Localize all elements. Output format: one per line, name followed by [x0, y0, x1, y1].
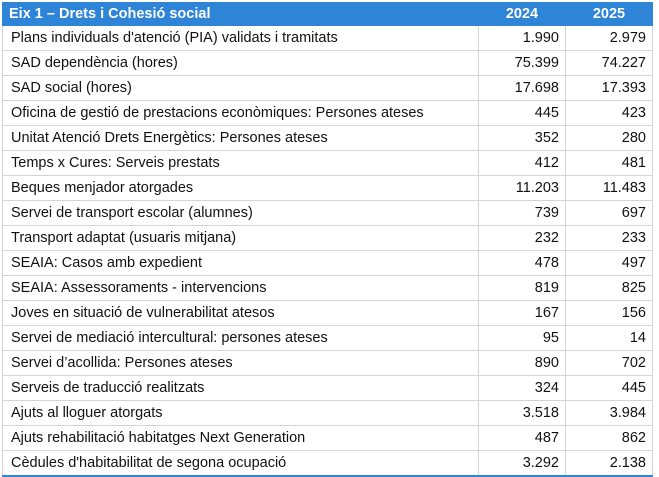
row-label: Beques menjador atorgades	[2, 175, 479, 201]
value-2025: 3.984	[565, 400, 653, 426]
row-label: Temps x Cures: Serveis prestats	[2, 150, 479, 176]
table-row: SEAIA: Assessoraments - intervencions 819…	[2, 275, 653, 301]
table-row: Cèdules d'habitabilitat de segona ocupac…	[2, 450, 653, 477]
table-row: Temps x Cures: Serveis prestats 412 481	[2, 150, 653, 176]
value-2024: 324	[478, 375, 566, 401]
row-label: SAD social (hores)	[2, 75, 479, 101]
value-2024: 487	[478, 425, 566, 451]
table-row: Servei de mediació intercultural: person…	[2, 325, 653, 351]
value-2025: 233	[565, 225, 653, 251]
row-label: Servei de mediació intercultural: person…	[2, 325, 479, 351]
value-2025: 702	[565, 350, 653, 376]
value-2024: 739	[478, 200, 566, 226]
table-row: SEAIA: Casos amb expedient 478 497	[2, 250, 653, 276]
value-2024: 11.203	[478, 175, 566, 201]
table-header-row: Eix 1 – Drets i Cohesió social 2024 2025	[2, 2, 653, 26]
value-2024: 232	[478, 225, 566, 251]
row-label: Unitat Atenció Drets Energètics: Persone…	[2, 125, 479, 151]
value-2025: 280	[565, 125, 653, 151]
value-2025: 11.483	[565, 175, 653, 201]
value-2024: 478	[478, 250, 566, 276]
value-2025: 17.393	[565, 75, 653, 101]
table-row: Plans individuals d'atenció (PIA) valida…	[2, 25, 653, 51]
value-2024: 819	[478, 275, 566, 301]
value-2024: 1.990	[478, 25, 566, 51]
row-label: Servei d’acollida: Persones ateses	[2, 350, 479, 376]
row-label: SAD dependència (hores)	[2, 50, 479, 76]
table-row: Ajuts rehabilitació habitatges Next Gene…	[2, 425, 653, 451]
table-row: Servei de transport escolar (alumnes) 739…	[2, 200, 653, 226]
value-2024: 75.399	[478, 50, 566, 76]
table-row: SAD dependència (hores) 75.399 74.227	[2, 50, 653, 76]
table-row: Ajuts al lloguer atorgats 3.518 3.984	[2, 400, 653, 426]
value-2025: 697	[565, 200, 653, 226]
row-label: SEAIA: Casos amb expedient	[2, 250, 479, 276]
row-label: Oficina de gestió de prestacions econòmi…	[2, 100, 479, 126]
value-2024: 95	[478, 325, 566, 351]
value-2025: 14	[565, 325, 653, 351]
table-row: Servei d’acollida: Persones ateses 890 702	[2, 350, 653, 376]
table-row: SAD social (hores) 17.698 17.393	[2, 75, 653, 101]
value-2024: 412	[478, 150, 566, 176]
value-2024: 890	[478, 350, 566, 376]
value-2024: 3.292	[478, 450, 566, 477]
value-2025: 825	[565, 275, 653, 301]
column-header-2025: 2025	[565, 2, 653, 26]
value-2025: 445	[565, 375, 653, 401]
row-label: Ajuts al lloguer atorgats	[2, 400, 479, 426]
value-2025: 423	[565, 100, 653, 126]
value-2024: 3.518	[478, 400, 566, 426]
value-2025: 862	[565, 425, 653, 451]
value-2024: 17.698	[478, 75, 566, 101]
value-2024: 445	[478, 100, 566, 126]
row-label: Transport adaptat (usuaris mitjana)	[2, 225, 479, 251]
value-2025: 2.979	[565, 25, 653, 51]
value-2025: 156	[565, 300, 653, 326]
table-row: Joves en situació de vulnerabilitat ates…	[2, 300, 653, 326]
value-2024: 167	[478, 300, 566, 326]
row-label: Plans individuals d'atenció (PIA) valida…	[2, 25, 479, 51]
value-2024: 352	[478, 125, 566, 151]
row-label: Joves en situació de vulnerabilitat ates…	[2, 300, 479, 326]
row-label: Servei de transport escolar (alumnes)	[2, 200, 479, 226]
value-2025: 481	[565, 150, 653, 176]
table-body: Plans individuals d'atenció (PIA) valida…	[2, 25, 653, 477]
table-row: Serveis de traducció realitzats 324 445	[2, 375, 653, 401]
column-header-2024: 2024	[478, 2, 566, 26]
value-2025: 74.227	[565, 50, 653, 76]
table-row: Oficina de gestió de prestacions econòmi…	[2, 100, 653, 126]
row-label: SEAIA: Assessoraments - intervencions	[2, 275, 479, 301]
row-label: Ajuts rehabilitació habitatges Next Gene…	[2, 425, 479, 451]
table-row: Beques menjador atorgades 11.203 11.483	[2, 175, 653, 201]
row-label: Cèdules d'habitabilitat de segona ocupac…	[2, 450, 479, 477]
row-label: Serveis de traducció realitzats	[2, 375, 479, 401]
value-2025: 2.138	[565, 450, 653, 477]
value-2025: 497	[565, 250, 653, 276]
table-row: Transport adaptat (usuaris mitjana) 232 23…	[2, 225, 653, 251]
table-row: Unitat Atenció Drets Energètics: Persone…	[2, 125, 653, 151]
table-title: Eix 1 – Drets i Cohesió social	[2, 2, 479, 26]
